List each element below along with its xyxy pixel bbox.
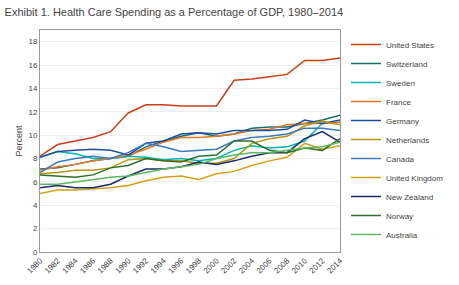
- svg-text:2006: 2006: [255, 256, 274, 275]
- svg-text:16: 16: [28, 61, 37, 70]
- svg-text:Germany: Germany: [386, 117, 419, 126]
- svg-text:United States: United States: [386, 41, 434, 50]
- svg-text:2004: 2004: [237, 256, 256, 275]
- svg-text:8: 8: [33, 154, 38, 163]
- svg-text:2000: 2000: [202, 256, 221, 275]
- svg-text:2012: 2012: [308, 256, 327, 275]
- svg-text:United Kingdom: United Kingdom: [386, 174, 443, 183]
- svg-text:4: 4: [33, 201, 38, 210]
- svg-text:1984: 1984: [61, 256, 80, 275]
- svg-text:2002: 2002: [219, 256, 238, 275]
- svg-text:New Zealand: New Zealand: [386, 193, 433, 202]
- svg-text:1994: 1994: [149, 256, 168, 275]
- svg-text:1988: 1988: [96, 256, 115, 275]
- svg-text:Percent: Percent: [14, 125, 24, 157]
- svg-text:Canada: Canada: [386, 155, 415, 164]
- svg-text:2008: 2008: [272, 256, 291, 275]
- svg-text:10: 10: [28, 131, 37, 140]
- svg-text:1996: 1996: [166, 256, 185, 275]
- svg-text:12: 12: [28, 108, 37, 117]
- svg-text:2010: 2010: [290, 256, 309, 275]
- svg-text:2: 2: [33, 224, 38, 233]
- svg-text:Exhibit 1. Health Care Spendin: Exhibit 1. Health Care Spending as a Per…: [5, 6, 344, 18]
- svg-text:1998: 1998: [184, 256, 203, 275]
- svg-text:Netherlands: Netherlands: [386, 136, 429, 145]
- svg-text:Australia: Australia: [386, 231, 418, 240]
- svg-text:Norway: Norway: [386, 212, 413, 221]
- svg-text:Switzerland: Switzerland: [386, 60, 427, 69]
- svg-text:2014: 2014: [325, 256, 344, 275]
- svg-text:France: France: [386, 98, 411, 107]
- svg-text:18: 18: [28, 37, 37, 46]
- svg-text:1992: 1992: [131, 256, 150, 275]
- svg-text:0: 0: [33, 248, 38, 257]
- svg-text:1982: 1982: [43, 256, 62, 275]
- svg-text:Sweden: Sweden: [386, 79, 415, 88]
- svg-text:1980: 1980: [25, 256, 44, 275]
- svg-text:14: 14: [28, 84, 37, 93]
- svg-text:1986: 1986: [78, 256, 97, 275]
- svg-text:6: 6: [33, 178, 38, 187]
- svg-text:1990: 1990: [114, 256, 133, 275]
